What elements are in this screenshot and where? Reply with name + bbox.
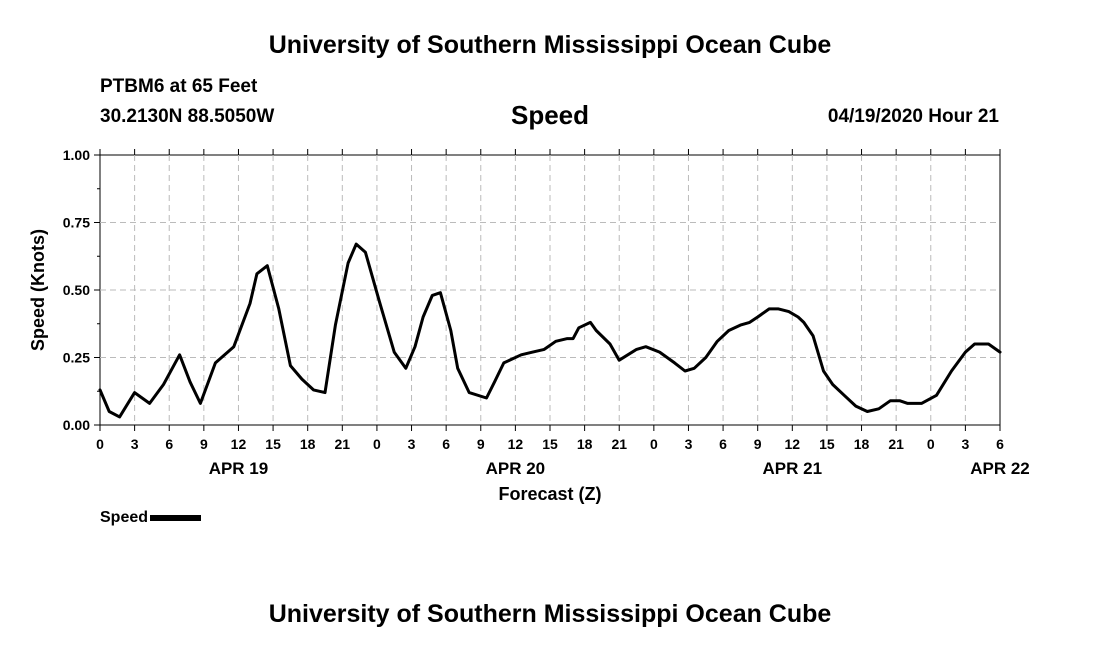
chart-title: Speed <box>510 100 590 130</box>
x-tick-label: 18 <box>300 436 316 452</box>
x-tick-label: 15 <box>265 436 281 452</box>
legend: Speed <box>100 509 202 527</box>
y-axis-label: Speed (Knots) <box>28 229 48 351</box>
x-tick-label: 3 <box>408 436 416 452</box>
x-tick-label: 12 <box>508 436 524 452</box>
x-tick-label: 9 <box>754 436 762 452</box>
y-tick-label: 0.25 <box>63 350 90 366</box>
x-tick-label: 15 <box>542 436 558 452</box>
y-tick-label: 1.00 <box>63 147 90 163</box>
x-tick-label: 12 <box>785 436 801 452</box>
x-axis-label: Forecast (Z) <box>498 484 601 504</box>
legend-label: Speed <box>100 509 149 526</box>
x-tick-label: 0 <box>927 436 935 452</box>
x-tick-label: 9 <box>200 436 208 452</box>
x-tick-label: 15 <box>819 436 835 452</box>
y-tick-label: 0.00 <box>63 417 90 433</box>
date-label: APR 21 <box>763 459 823 478</box>
x-tick-label: 6 <box>165 436 173 452</box>
x-tick-label: 0 <box>650 436 658 452</box>
top-title: University of Southern Mississippi Ocean… <box>268 31 832 59</box>
x-tick-label: 3 <box>685 436 693 452</box>
coordinates-label: 30.2130N 88.5050W <box>100 106 275 127</box>
x-tick-label: 21 <box>611 436 627 452</box>
legend-swatch <box>150 515 202 521</box>
speed-series-line <box>98 242 1002 419</box>
x-axis: 0 3 6 9 12 15 18 21 0 3 6 9 12 15 18 21 0 3 6 9 12 15 18 21 0 3 6 A… <box>96 149 1030 478</box>
x-tick-label: 9 <box>477 436 485 452</box>
x-tick-label: 21 <box>335 436 351 452</box>
date-label: APR 20 <box>486 459 546 478</box>
x-tick-label: 6 <box>442 436 450 452</box>
date-label: APR 22 <box>970 459 1030 478</box>
x-tick-label: 18 <box>854 436 870 452</box>
x-tick-label: 21 <box>888 436 904 452</box>
date-label: APR 19 <box>209 459 269 478</box>
grid-lines <box>100 155 1000 425</box>
station-label: PTBM6 at 65 Feet <box>100 76 258 97</box>
x-tick-label: 3 <box>131 436 139 452</box>
x-tick-label: 18 <box>577 436 593 452</box>
x-tick-label: 6 <box>996 436 1004 452</box>
bottom-title: University of Southern Mississippi Ocean… <box>268 600 832 628</box>
y-tick-label: 0.50 <box>63 282 90 298</box>
x-tick-label: 3 <box>961 436 969 452</box>
y-tick-label: 0.75 <box>63 215 90 231</box>
y-axis: 0.00 0.25 0.50 0.75 1.00 <box>63 147 100 433</box>
x-tick-label: 0 <box>96 436 104 452</box>
x-tick-label: 0 <box>373 436 381 452</box>
x-tick-label: 12 <box>231 436 247 452</box>
x-tick-label: 6 <box>719 436 727 452</box>
date-label: 04/19/2020 Hour 21 <box>827 106 999 127</box>
